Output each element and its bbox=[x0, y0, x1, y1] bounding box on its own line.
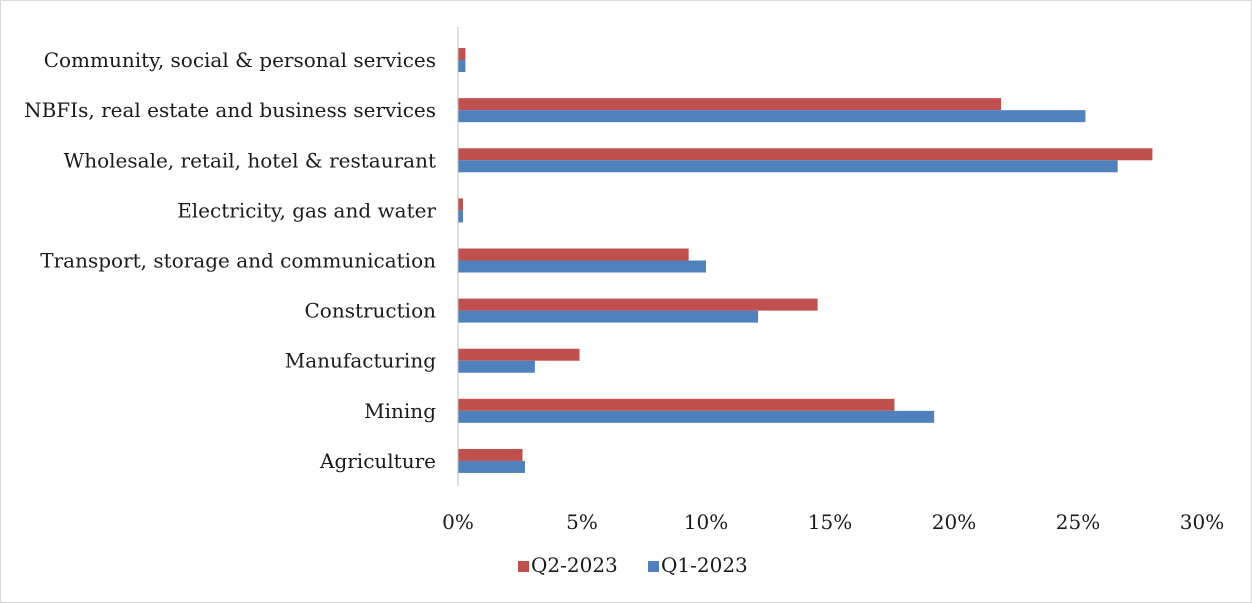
legend-label: Q2-2023 bbox=[531, 553, 618, 577]
bar-q2-2023 bbox=[458, 48, 466, 61]
bar-q2-2023 bbox=[458, 248, 689, 261]
bars-group bbox=[458, 48, 1153, 473]
legend: Q2-2023 Q1-2023 bbox=[518, 553, 748, 577]
bar-q2-2023 bbox=[458, 348, 580, 361]
bar-q1-2023 bbox=[458, 110, 1086, 123]
bar-q2-2023 bbox=[458, 198, 463, 211]
bar-q2-2023 bbox=[458, 148, 1153, 161]
x-tick-label: 0% bbox=[442, 510, 474, 534]
category-label: Electricity, gas and water bbox=[177, 198, 436, 222]
bar-q1-2023 bbox=[458, 360, 535, 373]
legend-swatch-q2-2023 bbox=[518, 561, 529, 572]
bar-q1-2023 bbox=[458, 160, 1118, 173]
x-tick-label: 10% bbox=[684, 510, 728, 534]
category-label: Agriculture bbox=[319, 449, 436, 473]
category-label: Mining bbox=[364, 399, 436, 423]
bar-q1-2023 bbox=[458, 260, 706, 273]
legend-label: Q1-2023 bbox=[661, 553, 748, 577]
x-tick-label: 25% bbox=[1056, 510, 1100, 534]
bar-q1-2023 bbox=[458, 310, 759, 323]
category-label: Construction bbox=[304, 299, 436, 323]
x-tick-labels: 0% 5% 10% 15% 20% 25% 30% bbox=[442, 510, 1224, 534]
category-labels: Agriculture Mining Manufacturing Constructi… bbox=[24, 48, 436, 473]
bar-q2-2023 bbox=[458, 398, 895, 411]
bar-q2-2023 bbox=[458, 298, 818, 311]
bar-q1-2023 bbox=[458, 60, 466, 73]
category-label: NBFIs, real estate and business services bbox=[24, 98, 436, 122]
category-label: Community, social & personal services bbox=[44, 48, 436, 72]
bar-q2-2023 bbox=[458, 448, 523, 461]
category-label: Manufacturing bbox=[285, 349, 436, 373]
category-label: Wholesale, retail, hotel & restaurant bbox=[64, 148, 436, 172]
bar-q1-2023 bbox=[458, 410, 935, 423]
x-tick-label: 20% bbox=[932, 510, 976, 534]
bar-q2-2023 bbox=[458, 98, 1002, 111]
category-label: Transport, storage and communication bbox=[40, 249, 436, 273]
x-tick-label: 30% bbox=[1180, 510, 1224, 534]
x-tick-label: 15% bbox=[808, 510, 852, 534]
x-tick-label: 5% bbox=[566, 510, 598, 534]
bar-q1-2023 bbox=[458, 210, 463, 223]
legend-swatch-q1-2023 bbox=[648, 561, 659, 572]
bar-q1-2023 bbox=[458, 460, 525, 473]
